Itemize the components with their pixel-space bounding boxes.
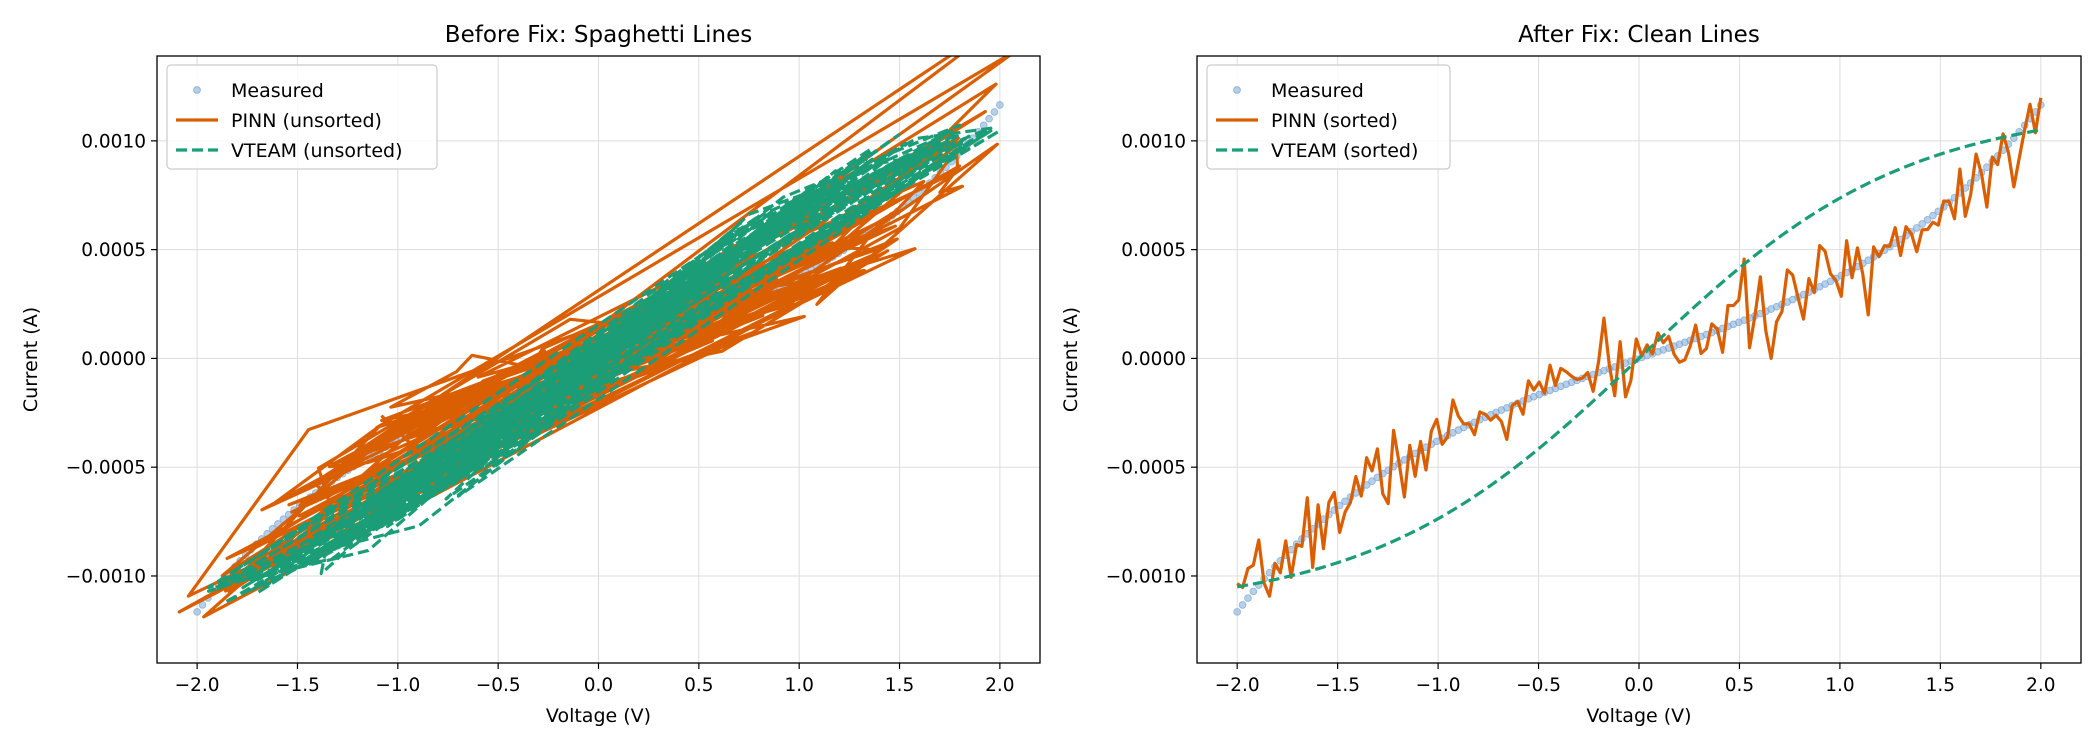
x-tick-label: −2.0 bbox=[175, 675, 220, 696]
vteam-line bbox=[1236, 128, 2042, 589]
x-tick-label: −0.5 bbox=[476, 675, 521, 696]
x-tick-label: 2.0 bbox=[2026, 675, 2055, 696]
x-tick-label: −1.0 bbox=[375, 675, 420, 696]
legend: Measured PINN (sorted) VTEAM (sorted) bbox=[1206, 64, 1451, 170]
pinn-line bbox=[1236, 97, 2043, 598]
chart-panel-2: −2.0 −1.5 −1.0 −0.5 0.0 0.5 1.0 1.5 2.0 −0.0010 −0… bbox=[1060, 22, 2082, 727]
measured-point bbox=[193, 608, 201, 616]
y-tick-label: 0.0000 bbox=[1121, 349, 1186, 370]
measured-point bbox=[990, 108, 999, 116]
measured-point bbox=[985, 114, 993, 123]
measured-point bbox=[1368, 477, 1376, 485]
x-tick-label: 1.0 bbox=[1825, 675, 1854, 696]
measured-point bbox=[996, 101, 1004, 109]
y-tick-label: 0.0010 bbox=[81, 131, 146, 152]
x-tick-label: −1.0 bbox=[1416, 675, 1461, 696]
measured-point bbox=[1923, 215, 1932, 224]
legend-label: PINN (sorted) bbox=[1271, 110, 1398, 132]
measured-point bbox=[1244, 594, 1252, 602]
y-tick-label: 0.0000 bbox=[81, 349, 146, 370]
y-tick-label: 0.0005 bbox=[1121, 240, 1186, 261]
x-tick-label: −1.5 bbox=[275, 675, 320, 696]
measured-point bbox=[1929, 211, 1937, 220]
y-tick-label: −0.0010 bbox=[1106, 566, 1186, 587]
x-tick-label: 0.5 bbox=[1725, 675, 1754, 696]
legend-marker-measured bbox=[1233, 86, 1241, 94]
x-tick-label: 0.5 bbox=[684, 675, 713, 696]
y-tick-label: 0.0005 bbox=[81, 240, 146, 261]
legend: Measured PINN (unsorted) VTEAM (unsorted) bbox=[166, 64, 438, 170]
x-tick-label: 1.0 bbox=[784, 675, 813, 696]
legend-label: Measured bbox=[231, 80, 324, 102]
chart-title: Before Fix: Spaghetti Lines bbox=[445, 22, 752, 48]
y-tick-label: −0.0005 bbox=[1106, 458, 1186, 479]
legend-label: VTEAM (unsorted) bbox=[231, 140, 402, 162]
plot-area bbox=[1233, 97, 2045, 616]
chart-title: After Fix: Clean Lines bbox=[1518, 22, 1760, 48]
legend-label: PINN (unsorted) bbox=[231, 110, 382, 132]
legend-box bbox=[166, 64, 438, 170]
chart-panel-1: −2.0 −1.5 −1.0 −0.5 0.0 0.5 1.0 1.5 2.0 −0.0010 −0… bbox=[20, 22, 1041, 727]
plot-area bbox=[177, 56, 1012, 619]
x-tick-label: −2.0 bbox=[1215, 675, 1260, 696]
y-axis-label: Current (A) bbox=[1060, 307, 1082, 412]
legend-label: VTEAM (sorted) bbox=[1271, 140, 1418, 162]
x-axis-label: Voltage (V) bbox=[1586, 705, 1691, 727]
x-tick-label: −1.5 bbox=[1315, 675, 1360, 696]
y-axis-label: Current (A) bbox=[20, 307, 42, 412]
x-tick-label: 1.5 bbox=[1926, 675, 1955, 696]
legend-marker-measured bbox=[193, 86, 201, 94]
measured-point bbox=[1233, 608, 1241, 616]
x-tick-label: 0.0 bbox=[1624, 675, 1653, 696]
x-tick-label: 0.0 bbox=[584, 675, 613, 696]
measured-point bbox=[1341, 497, 1349, 506]
y-tick-label: −0.0010 bbox=[66, 566, 146, 587]
measured-point bbox=[1238, 601, 1247, 609]
x-axis-label: Voltage (V) bbox=[546, 705, 651, 727]
measured-point bbox=[1912, 224, 1921, 232]
measured-point bbox=[1249, 587, 1258, 596]
y-tick-label: 0.0010 bbox=[1121, 131, 1186, 152]
legend-box bbox=[1206, 64, 1451, 170]
x-tick-label: −0.5 bbox=[1516, 675, 1561, 696]
x-tick-label: 2.0 bbox=[985, 675, 1014, 696]
measured-point bbox=[1918, 220, 1926, 228]
vteam-line bbox=[206, 123, 1002, 605]
legend-label: Measured bbox=[1271, 80, 1364, 102]
x-tick-label: 1.5 bbox=[885, 675, 914, 696]
measured-point bbox=[1983, 163, 1991, 171]
y-tick-label: −0.0005 bbox=[66, 458, 146, 479]
